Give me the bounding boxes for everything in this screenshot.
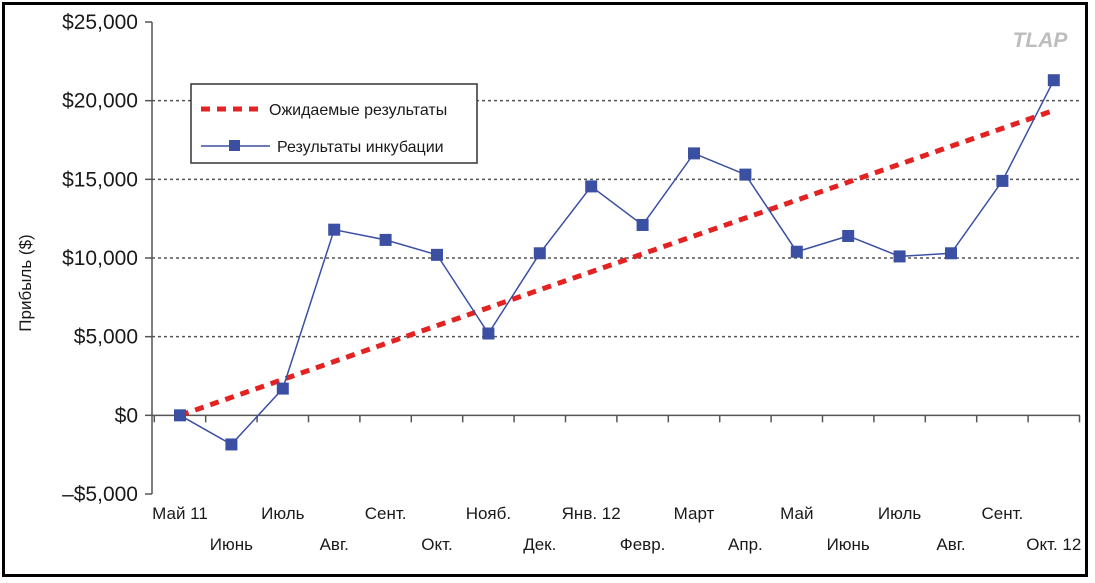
series-incubation-marker: [1047, 74, 1060, 87]
series-incubation-marker: [996, 174, 1009, 187]
series-expected: [179, 108, 1055, 418]
x-tick-label: Дек.: [523, 535, 556, 554]
legend-expected-label: Ожидаемые результаты: [269, 102, 447, 119]
series-incubation-line: [179, 79, 1055, 446]
x-tick-label: Авг.: [320, 535, 349, 554]
x-tick-labels: Май 11ИюньИюльАвг.Сент.Окт.Нояб.Дек.Янв.…: [152, 504, 1081, 554]
series-incubation-marker: [225, 438, 238, 451]
x-tick-label: Июнь: [827, 535, 870, 554]
y-tick-label: $5,000: [74, 326, 138, 349]
x-tick-label: Янв. 12: [562, 504, 621, 523]
legend-incubation-label: Результаты инкубации: [277, 139, 444, 156]
series-incubation-marker: [688, 147, 700, 160]
series-incubation-marker: [790, 245, 803, 258]
x-tick-label: Май: [780, 504, 813, 523]
series-incubation-marker: [276, 382, 289, 395]
series-incubation-marker: [328, 223, 341, 236]
x-tick-label: Окт.: [421, 535, 452, 554]
series-incubation-marker: [533, 247, 546, 260]
x-tick-label: Март: [674, 504, 715, 523]
series-incubation-marker: [945, 247, 957, 260]
x-tick-label: Окт. 12: [1026, 535, 1081, 554]
y-tick-labels: –$5,000 $0 $5,000 $10,000 $15,000 $20,000 $25,…: [62, 11, 138, 506]
axes: [145, 21, 1081, 495]
watermark-text: TLAP: [1013, 29, 1069, 52]
series-incubation-marker: [636, 218, 649, 231]
y-axis-label: Прибыль ($): [16, 234, 35, 331]
series-incubation-marker: [893, 250, 906, 263]
series-expected-line: [179, 108, 1055, 418]
series-incubation-marker: [431, 248, 443, 261]
y-tick-label: $20,000: [62, 90, 138, 113]
y-tick-label: $10,000: [62, 247, 138, 270]
y-tick-label: $0: [115, 404, 138, 427]
gridlines: [152, 99, 1080, 338]
legend: Ожидаемые результаты Результаты инкубаци…: [190, 83, 478, 164]
series-incubation-marker: [739, 168, 752, 181]
legend-incubation-marker: [229, 140, 240, 151]
x-tick-label: Май 11: [152, 504, 208, 523]
series-incubation-marker: [585, 180, 598, 193]
series-incubation-marker: [482, 327, 495, 340]
x-tick-label: Июль: [261, 504, 305, 523]
x-tick-label: Июль: [878, 504, 922, 523]
y-tick-label: –$5,000: [62, 483, 138, 506]
series-incubation-marker: [379, 233, 392, 246]
series-incubation-marker: [842, 229, 855, 242]
x-tick-label: Нояб.: [466, 504, 511, 523]
x-tick-label: Февр.: [620, 535, 666, 554]
x-tick-label: Апр.: [728, 535, 763, 554]
x-tick-label: Сент.: [982, 504, 1024, 523]
x-tick-label: Сент.: [365, 504, 407, 523]
series-incubation: [174, 74, 1060, 451]
y-tick-label: $15,000: [62, 168, 138, 191]
series-incubation-marker: [174, 409, 186, 422]
y-tick-label: $25,000: [62, 11, 138, 34]
x-tick-label: Июнь: [210, 535, 253, 554]
x-tick-label: Авг.: [936, 535, 965, 554]
